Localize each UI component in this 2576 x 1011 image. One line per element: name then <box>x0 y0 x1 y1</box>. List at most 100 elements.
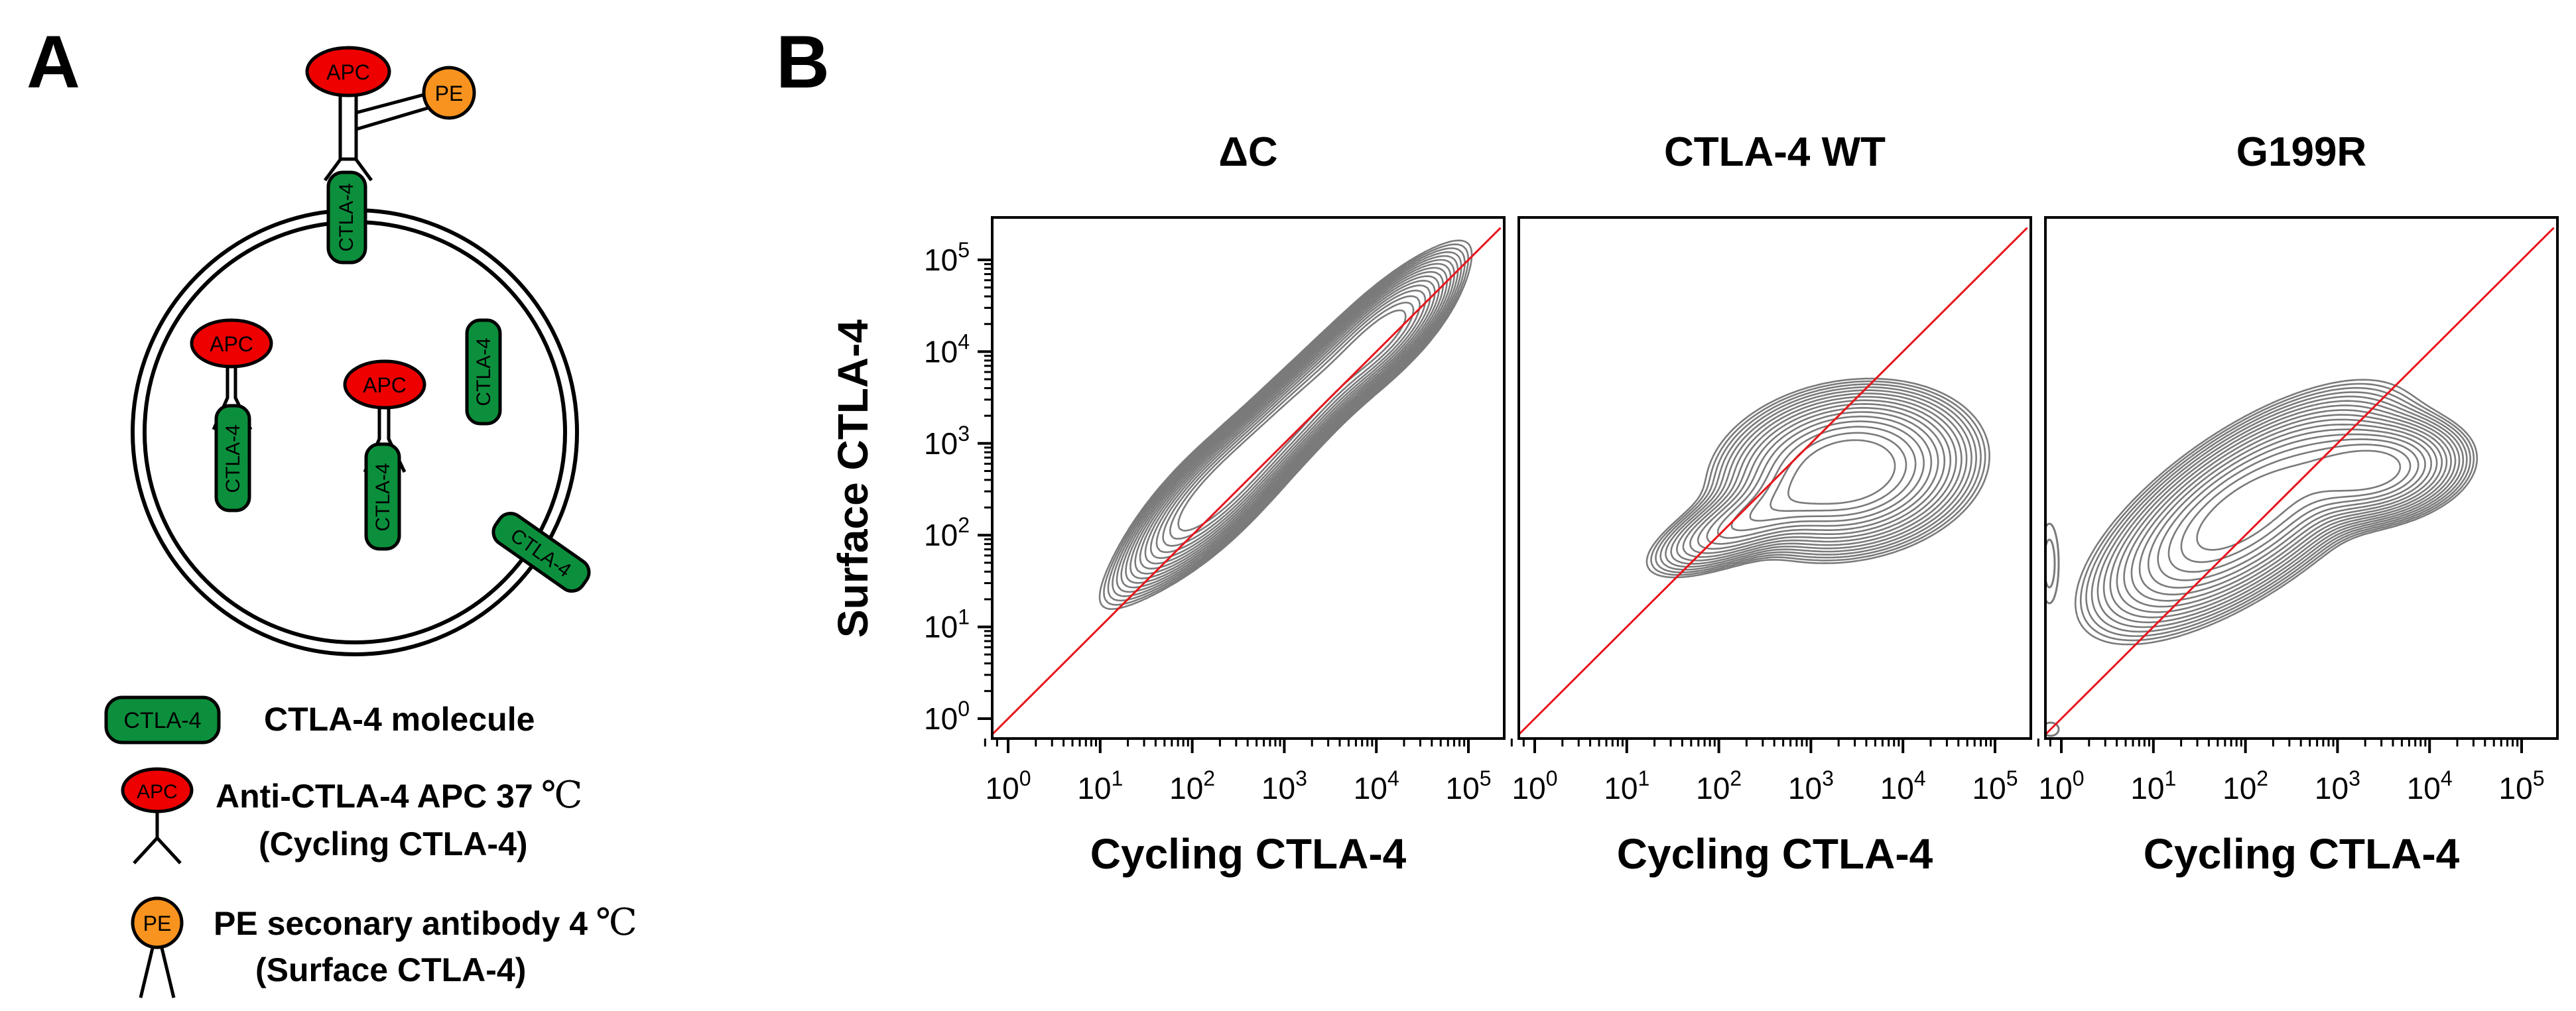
contour-level <box>2180 444 2412 564</box>
legend-apc-unit: ℃ <box>541 775 583 816</box>
contour-level <box>1120 259 1455 589</box>
contour-level <box>1670 392 1968 565</box>
x-tick-label: 104 <box>1354 766 1399 805</box>
contour-level <box>1716 415 1933 539</box>
plot-title: CTLA-4 WT <box>1664 129 1886 175</box>
contour-level <box>2196 449 2402 551</box>
contour-level <box>2074 379 2479 646</box>
contour-level <box>2147 428 2433 589</box>
legend-pe-unit: ℃ <box>596 902 637 943</box>
legend-apc-antibody <box>133 813 182 864</box>
y-axis-ticks: 100 101 102 103 104 105 <box>924 238 992 736</box>
contour-level <box>1149 284 1431 560</box>
pe-linker <box>355 91 435 131</box>
corner-events <box>2045 721 2060 737</box>
legend-pe-swatch <box>131 896 184 949</box>
x-tick-label: 100 <box>1512 766 1558 805</box>
apc-label-center: APC <box>363 373 407 397</box>
legend-ctla4-swatch <box>104 695 221 744</box>
x-axis-title: Cycling CTLA-4 <box>2144 830 2460 878</box>
contour-level <box>2085 387 2471 637</box>
x-tick-label: 102 <box>1169 766 1215 805</box>
x-tick-label: 105 <box>1972 766 2018 805</box>
internal-complex-left: APC CTLA-4 <box>190 318 273 512</box>
contour-level <box>1112 251 1462 597</box>
ctla4-molecule-center <box>364 442 401 551</box>
pe-label-top: PE <box>435 82 464 105</box>
contour-level <box>1125 263 1452 584</box>
panel-a: A CTLA-4 APC PE APC CTLA-4 APC <box>27 21 637 998</box>
contour-level <box>1098 239 1473 611</box>
plot-title: G199R <box>2236 129 2366 175</box>
contour-level <box>1730 420 1925 532</box>
y-tick-label: 103 <box>924 422 970 461</box>
plot-1: ΔC Cycling CTLA-4 100 101 102 103 104 105 100 101… <box>924 129 1506 878</box>
edge-events <box>2045 538 2056 589</box>
contour-level <box>1697 406 1946 550</box>
y-tick-label: 100 <box>924 697 970 736</box>
legend-ctla4-swatch-label: CTLA-4 <box>123 708 201 733</box>
contour-level <box>2116 409 2452 613</box>
contour-level <box>1129 267 1448 579</box>
plot-3: G199R Cycling CTLA-4 100 101 102 103 104 105 <box>2037 129 2559 878</box>
contour-level <box>2102 400 2461 624</box>
contour-level <box>1169 302 1415 540</box>
x-tick-label: 100 <box>986 766 1031 805</box>
legend-apc-line2: (Cycling CTLA-4) <box>259 825 528 862</box>
contour-level <box>1676 396 1963 562</box>
legend-apc-swatch-label: APC <box>137 781 178 803</box>
x-tick-label: 103 <box>2315 766 2360 805</box>
x-tick-label: 103 <box>1788 766 1834 805</box>
contour-level <box>1682 399 1957 558</box>
antibody-stem <box>338 91 358 161</box>
x-tick-label: 104 <box>2407 766 2453 805</box>
plot-title: ΔC <box>1218 129 1277 175</box>
x-tick-label: 102 <box>1696 766 1742 805</box>
reference-line <box>2045 227 2555 737</box>
contour-level <box>2091 391 2468 633</box>
ctla4-label-left: CTLA-4 <box>222 424 244 493</box>
legend-apc-line1-text: Anti-CTLA-4 APC 37 <box>216 778 533 815</box>
contours <box>1645 377 1990 579</box>
ctla4-molecule-left <box>214 404 251 512</box>
ctla4-surface-label: CTLA-4 <box>336 183 357 251</box>
x-tick-label: 104 <box>1880 766 1926 805</box>
panel-b-letter: B <box>776 21 830 103</box>
contours <box>1098 239 1473 611</box>
x-tick-label: 101 <box>2130 766 2176 805</box>
contour-level <box>2123 414 2448 608</box>
y-tick-label: 104 <box>924 329 970 369</box>
contour-level <box>1116 255 1459 593</box>
x-axis-ticks: 100 101 102 103 104 105 <box>984 739 1491 805</box>
apc-fluor-top <box>305 46 391 97</box>
x-tick-label: 100 <box>2039 766 2085 805</box>
ctla4-molecule-membrane: CTLA-4 <box>491 511 591 593</box>
y-tick-label: 102 <box>924 513 970 552</box>
legend-pe-line1-text: PE seconary antibody 4 <box>214 905 588 942</box>
contour-level <box>1655 383 1982 573</box>
contour-level <box>1749 426 1917 522</box>
contour-level <box>1103 243 1470 606</box>
internal-complex-center: APC CTLA-4 <box>343 359 426 551</box>
y-tick-label: 105 <box>924 238 970 277</box>
contour-level <box>1659 386 1977 571</box>
legend-ctla4-text: CTLA-4 molecule <box>264 701 535 738</box>
contour-level <box>1645 377 1990 579</box>
reference-line <box>992 227 1502 737</box>
apc-label-left: APC <box>210 332 253 356</box>
y-tick-label: 101 <box>924 605 970 644</box>
pe-fluor-top <box>422 66 476 120</box>
contour-level <box>2130 418 2443 602</box>
contour-level <box>2157 433 2426 581</box>
contour-level <box>2167 438 2419 573</box>
legend-pe-line1: PE seconary antibody 4 ℃ <box>214 902 637 943</box>
ctla4-label-free: CTLA-4 <box>473 337 495 406</box>
x-axis-ticks: 100 101 102 103 104 105 <box>1510 739 2018 805</box>
contour-level <box>1107 247 1466 602</box>
x-tick-label: 102 <box>2222 766 2268 805</box>
x-axis-ticks: 100 101 102 103 104 105 <box>2037 739 2544 805</box>
surface-complex: CTLA-4 APC PE <box>305 46 476 265</box>
apc-label-top: APC <box>326 60 370 84</box>
